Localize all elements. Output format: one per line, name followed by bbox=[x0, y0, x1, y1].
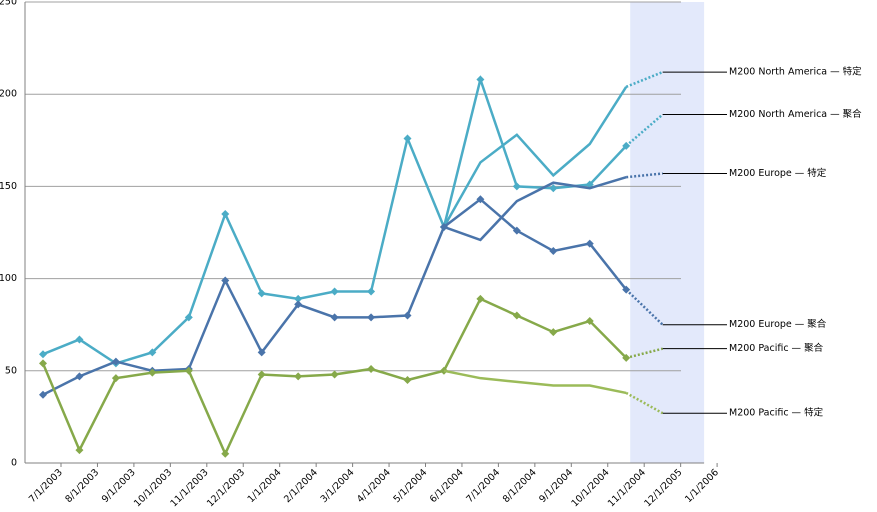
series-label: M200 Europe — 特定 bbox=[729, 167, 827, 179]
x-tick-label: 9/1/2003 bbox=[100, 467, 138, 505]
marker bbox=[476, 75, 485, 84]
series-label: M200 Pacific — 聚合 bbox=[729, 342, 824, 354]
marker bbox=[330, 370, 339, 379]
marker bbox=[221, 276, 230, 285]
marker bbox=[549, 246, 558, 255]
marker bbox=[39, 390, 47, 399]
y-tick-label: 200 bbox=[0, 89, 17, 100]
series-label: M200 Europe — 聚合 bbox=[729, 318, 827, 330]
x-tick-label: 4/1/2004 bbox=[355, 467, 393, 505]
marker bbox=[257, 370, 266, 379]
series-line bbox=[443, 175, 627, 242]
series-line bbox=[42, 197, 628, 396]
marker bbox=[512, 226, 521, 235]
x-tick-label: 11/1/2004 bbox=[606, 467, 648, 509]
marker bbox=[585, 239, 594, 248]
marker bbox=[294, 300, 303, 309]
marker bbox=[75, 446, 84, 455]
forecast-line bbox=[625, 288, 664, 326]
x-tick-label: 1/1/2006 bbox=[683, 467, 721, 505]
x-tick-label: 6/1/2004 bbox=[428, 467, 466, 505]
series-line bbox=[442, 86, 628, 228]
series-label: M200 North America — 特定 bbox=[729, 66, 862, 78]
x-tick-label: 9/1/2004 bbox=[537, 467, 575, 505]
x-tick-label: 7/1/2003 bbox=[27, 467, 65, 505]
marker bbox=[622, 141, 631, 150]
forecast-shade bbox=[630, 2, 705, 463]
y-tick-label: 100 bbox=[0, 273, 17, 284]
x-tick-label: 3/1/2004 bbox=[319, 467, 357, 505]
marker bbox=[585, 317, 594, 326]
y-tick-label: 150 bbox=[0, 181, 17, 192]
marker bbox=[148, 348, 157, 357]
marker bbox=[367, 364, 376, 373]
forecast-line bbox=[625, 70, 664, 88]
marker bbox=[111, 357, 120, 366]
x-tick-label: 10/1/2004 bbox=[569, 467, 611, 509]
x-tick-label: 11/1/2003 bbox=[168, 467, 210, 509]
y-tick-label: 50 bbox=[5, 365, 17, 376]
y-tick-label: 0 bbox=[11, 458, 17, 469]
marker bbox=[257, 348, 266, 357]
x-tick-label: 8/1/2004 bbox=[501, 467, 539, 505]
marker bbox=[476, 294, 485, 303]
marker bbox=[111, 374, 120, 383]
marker bbox=[148, 368, 157, 377]
marker bbox=[549, 184, 558, 193]
forecast-line bbox=[625, 113, 664, 147]
marker bbox=[184, 366, 193, 375]
x-tick-label: 5/1/2004 bbox=[391, 467, 429, 505]
marker bbox=[512, 311, 521, 320]
marker bbox=[367, 313, 376, 322]
marker bbox=[403, 311, 412, 320]
marker bbox=[294, 372, 303, 381]
marker bbox=[257, 289, 266, 298]
x-tick-label: 8/1/2003 bbox=[63, 467, 101, 505]
marker bbox=[75, 335, 84, 344]
marker bbox=[330, 287, 339, 296]
marker bbox=[184, 313, 193, 322]
x-tick-label: 10/1/2003 bbox=[132, 467, 174, 509]
marker bbox=[549, 328, 558, 337]
marker bbox=[622, 353, 631, 362]
marker bbox=[367, 287, 376, 296]
marker bbox=[476, 195, 485, 204]
x-tick-label: 2/1/2004 bbox=[282, 467, 320, 505]
marker bbox=[39, 359, 47, 368]
marker bbox=[75, 372, 84, 381]
marker bbox=[39, 350, 47, 359]
marker bbox=[439, 222, 448, 231]
x-tick-label: 12/1/2005 bbox=[642, 467, 684, 509]
y-tick-label: 250 bbox=[0, 0, 17, 8]
marker bbox=[330, 313, 339, 322]
x-tick-label: 12/1/2003 bbox=[205, 467, 247, 509]
marker bbox=[403, 134, 412, 143]
marker bbox=[622, 285, 631, 294]
marker bbox=[221, 449, 230, 458]
marker bbox=[512, 182, 521, 191]
marker bbox=[221, 210, 230, 219]
x-tick-label: 1/1/2004 bbox=[246, 467, 284, 505]
forecast-line bbox=[625, 391, 664, 415]
series-label: M200 Pacific — 特定 bbox=[729, 407, 824, 419]
x-tick-label: 7/1/2004 bbox=[464, 467, 502, 505]
series-line bbox=[443, 369, 627, 395]
series-label: M200 North America — 聚合 bbox=[729, 108, 862, 120]
marker bbox=[403, 376, 412, 385]
marker bbox=[294, 294, 303, 303]
